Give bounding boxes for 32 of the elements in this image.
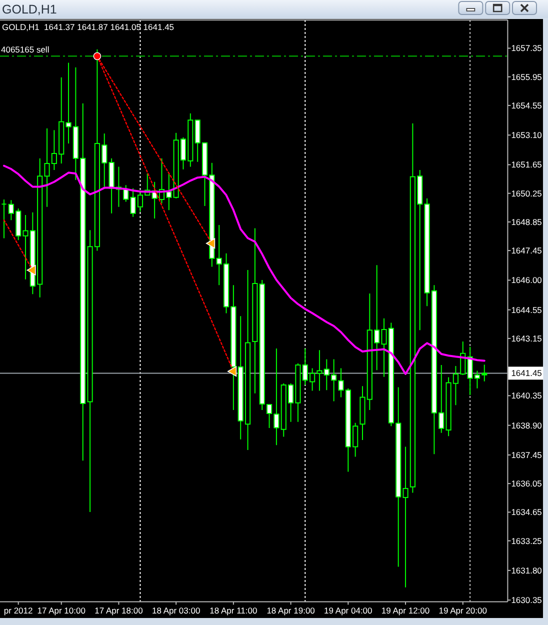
y-tick-label: 1633.25 xyxy=(511,536,542,546)
x-tick-label: 18 Apr 11:00 xyxy=(210,606,258,616)
x-tick-label: 19 Apr 04:00 xyxy=(324,606,373,616)
x-tick-label: 17 Apr 10:00 xyxy=(37,606,86,616)
y-tick-label: 1634.65 xyxy=(511,507,542,518)
y-tick-label: 1655.95 xyxy=(511,72,542,82)
y-tick-label: 1640.35 xyxy=(511,390,542,401)
y-tick-label: 1647.45 xyxy=(511,246,542,256)
y-tick-label: 1637.45 xyxy=(511,450,542,460)
y-tick-label: 1648.85 xyxy=(511,216,542,227)
y-tick-label: 1646.00 xyxy=(511,275,542,286)
y-tick-label: 1654.55 xyxy=(511,100,542,110)
x-tick-label: 18 Apr 19:00 xyxy=(266,606,316,616)
x-tick-label: 17 Apr 18:00 xyxy=(94,606,144,616)
x-tick-label: 19 Apr 12:00 xyxy=(381,606,430,616)
x-tick-label: pr 2012 xyxy=(4,606,34,616)
x-tick-label: 19 Apr 20:00 xyxy=(438,606,488,616)
y-tick-label: 1638.90 xyxy=(511,420,542,430)
y-tick-label: 1636.05 xyxy=(511,478,542,489)
chart-title: GOLD,H1 xyxy=(2,2,57,16)
y-tick-label: 1631.80 xyxy=(511,565,542,576)
y-tick-label: 1657.35 xyxy=(511,43,542,54)
y-tick-label: 1643.15 xyxy=(511,333,542,344)
y-tick-label: 1630.35 xyxy=(511,595,542,606)
x-tick-label: 18 Apr 03:00 xyxy=(152,606,200,616)
ref-line-label: 4065165 sell xyxy=(1,44,50,55)
y-tick-label: 1653.10 xyxy=(511,130,542,140)
ref-line-label: 1641.45 xyxy=(511,368,542,378)
y-tick-label: 1651.65 xyxy=(511,160,542,170)
y-tick-label: 1644.55 xyxy=(511,304,542,315)
y-tick-label: 1650.25 xyxy=(511,188,542,198)
chart-subtitle: GOLD,H1 1641.37 1641.87 1641.05 1641.45 xyxy=(2,22,174,32)
